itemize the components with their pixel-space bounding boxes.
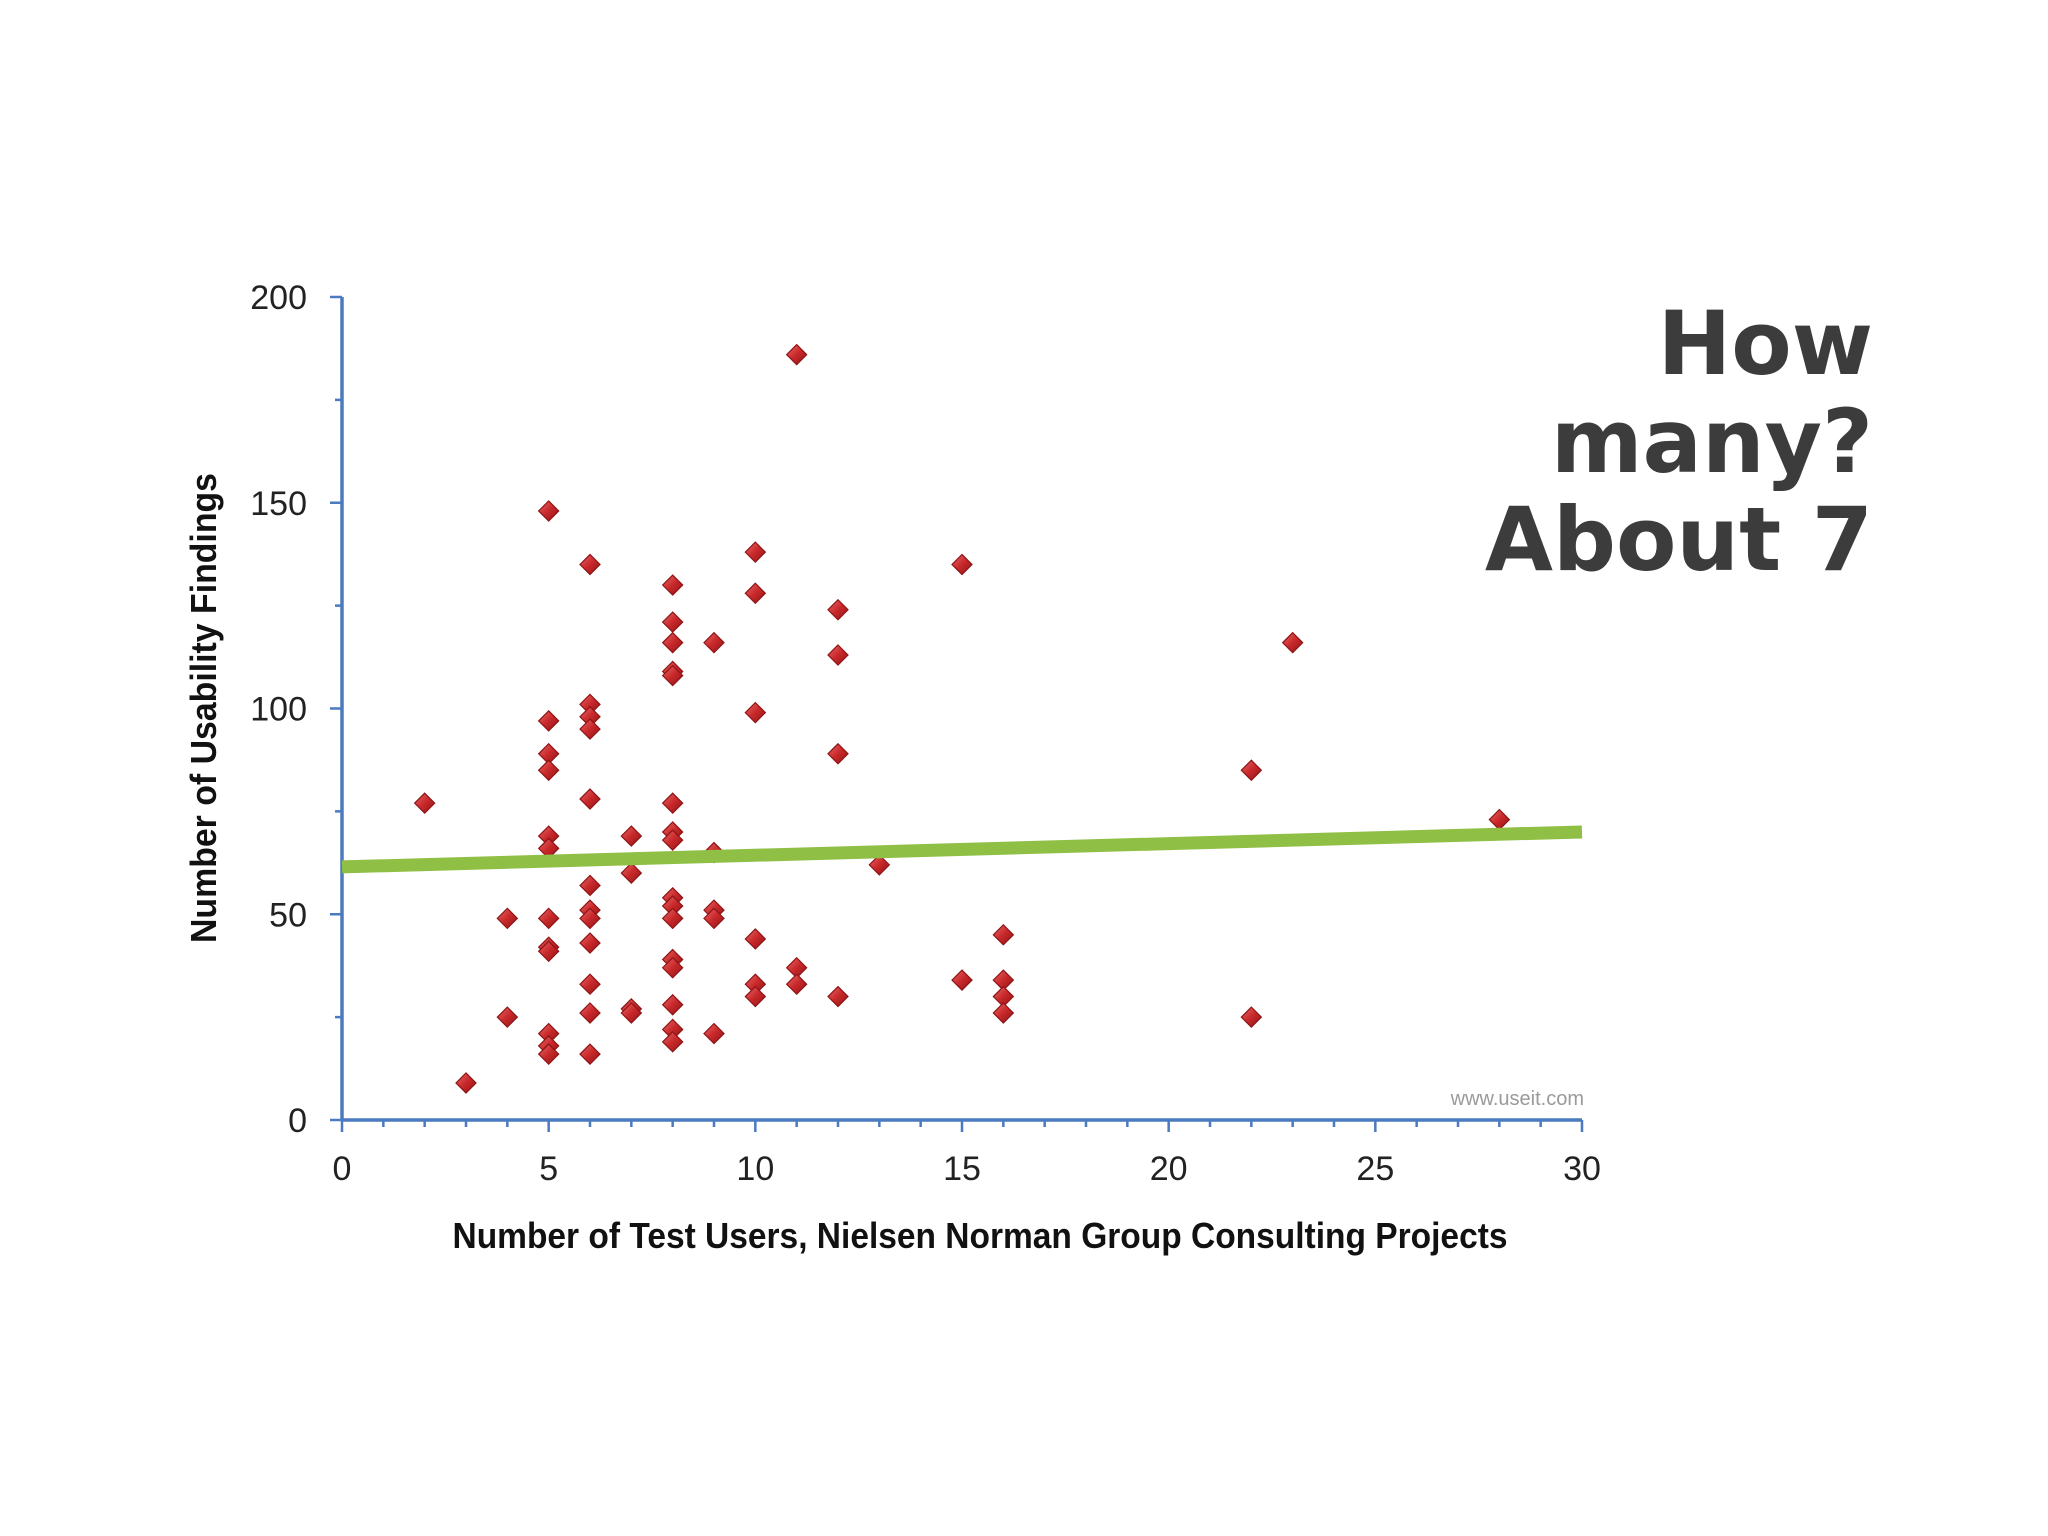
callout-line-3: About 7 — [1484, 488, 1873, 591]
data-point — [744, 582, 767, 605]
x-tick-label: 0 — [333, 1150, 352, 1188]
y-axis-title: Number of Usability Findings — [183, 473, 224, 943]
data-point — [579, 718, 601, 740]
data-point — [661, 993, 684, 1016]
data-point — [744, 701, 767, 724]
x-tick-label: 30 — [1563, 1150, 1601, 1188]
y-tick-label: 0 — [288, 1102, 307, 1140]
x-tick-label: 20 — [1150, 1150, 1188, 1188]
data-point — [1240, 1006, 1263, 1028]
data-point — [496, 1006, 519, 1028]
data-point — [827, 644, 849, 666]
y-tick-label: 50 — [269, 896, 307, 934]
y-tick-label: 100 — [250, 691, 307, 729]
trendline — [341, 825, 1583, 874]
data-point — [537, 709, 560, 732]
data-point — [744, 985, 767, 1008]
data-point — [661, 792, 684, 814]
data-point — [703, 907, 725, 930]
data-point — [620, 825, 643, 847]
data-point — [744, 541, 767, 563]
watermark: www.useit.com — [1450, 1088, 1584, 1110]
data-point — [496, 907, 519, 930]
data-point — [785, 973, 808, 996]
data-point — [579, 874, 601, 897]
data-point — [827, 985, 849, 1008]
data-point — [661, 956, 684, 979]
data-point — [1240, 759, 1263, 782]
data-point — [579, 932, 601, 954]
data-point — [579, 907, 601, 930]
data-point — [744, 928, 767, 950]
data-point — [661, 907, 684, 930]
callout-text: How many? About 7 — [1273, 295, 1873, 589]
data-point — [620, 862, 643, 884]
data-point — [661, 611, 684, 633]
data-point — [413, 792, 436, 814]
x-tick-label: 25 — [1356, 1150, 1394, 1188]
y-tick-label: 150 — [250, 485, 307, 523]
data-point — [537, 940, 560, 963]
data-point — [579, 973, 601, 996]
data-point — [827, 742, 849, 765]
data-point — [785, 343, 808, 366]
data-point — [661, 829, 684, 852]
data-point — [827, 598, 849, 621]
data-point — [951, 969, 973, 991]
x-tick-label: 15 — [943, 1150, 981, 1188]
data-point — [455, 1072, 477, 1094]
data-point — [1488, 808, 1511, 831]
x-axis-title: Number of Test Users, Nielsen Norman Gro… — [453, 1215, 1508, 1256]
x-tick-label: 10 — [736, 1150, 774, 1188]
data-point — [661, 664, 684, 687]
data-point — [537, 1043, 560, 1066]
data-point — [661, 1030, 684, 1053]
data-point — [579, 788, 601, 810]
data-point — [579, 1043, 601, 1066]
data-point — [951, 553, 973, 576]
data-point — [703, 1022, 725, 1045]
y-tick-label: 200 — [250, 279, 307, 317]
data-point — [868, 854, 891, 876]
data-point — [992, 1002, 1015, 1024]
callout-line-1: How — [1657, 292, 1873, 395]
data-point — [661, 631, 684, 654]
data-point — [537, 907, 560, 930]
data-point — [992, 923, 1015, 946]
data-point — [537, 500, 560, 522]
data-point — [620, 1002, 643, 1024]
data-point — [579, 553, 601, 576]
data-point — [537, 759, 560, 782]
callout-line-2: many? — [1550, 390, 1873, 493]
data-point — [579, 1002, 601, 1024]
data-point — [661, 574, 684, 596]
data-point — [1281, 631, 1304, 654]
x-tick-label: 5 — [539, 1150, 558, 1188]
data-point — [703, 631, 725, 654]
